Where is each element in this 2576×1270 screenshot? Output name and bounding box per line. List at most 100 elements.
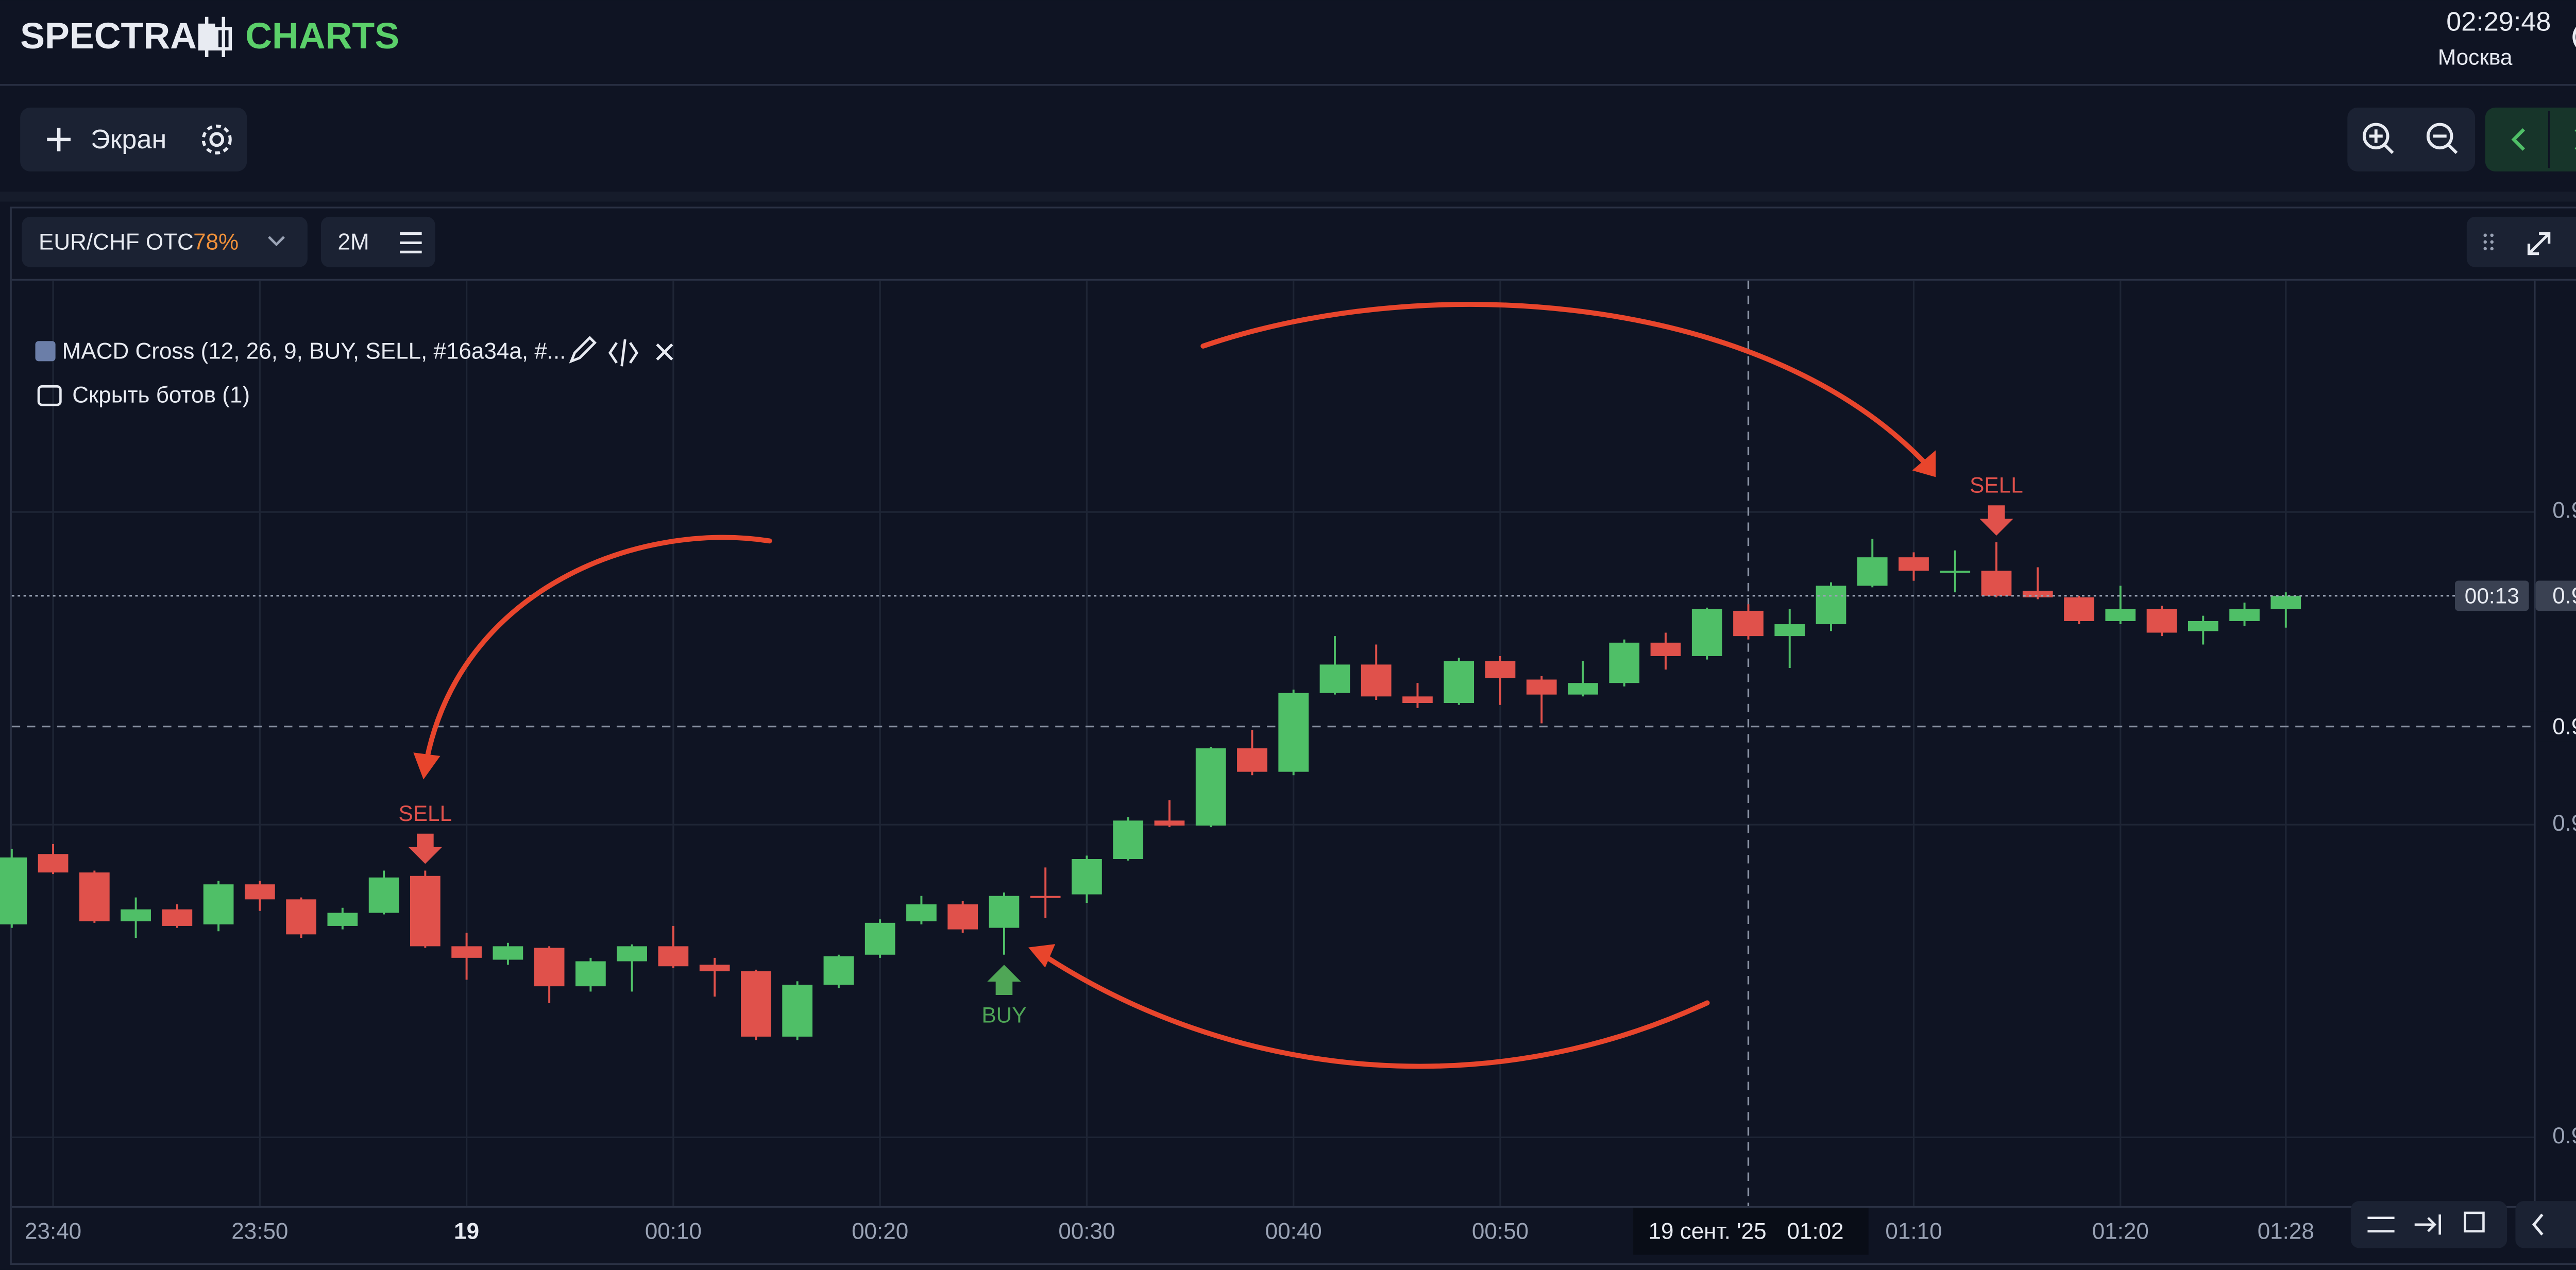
add-screen-button[interactable]: Экран bbox=[47, 125, 166, 155]
signal-arrow bbox=[408, 833, 442, 864]
toolbar: Экран bbox=[20, 107, 2576, 171]
annotation-arrowheads bbox=[413, 450, 1936, 968]
candle-body bbox=[1237, 748, 1267, 772]
zoom-group bbox=[2347, 107, 2476, 171]
candle-body bbox=[906, 904, 937, 921]
candle-body bbox=[658, 946, 689, 967]
timeframe[interactable]: 2M bbox=[338, 230, 369, 255]
symbol-dropdown[interactable] bbox=[268, 236, 285, 247]
candle-body bbox=[2270, 595, 2301, 609]
indicators-menu[interactable] bbox=[400, 232, 422, 253]
candle-body bbox=[823, 956, 854, 985]
toolbar-separator bbox=[0, 191, 2576, 202]
remove-indicator[interactable] bbox=[656, 343, 673, 361]
candle-body bbox=[1278, 693, 1309, 772]
scroll-left-button[interactable] bbox=[2532, 1213, 2544, 1236]
crosshair-price-box bbox=[2535, 711, 2576, 742]
bots-icon[interactable] bbox=[37, 385, 62, 406]
candle-body bbox=[947, 904, 978, 930]
candle-body bbox=[121, 909, 151, 921]
candle-body bbox=[782, 985, 813, 1037]
candle-body bbox=[1857, 557, 1888, 586]
x-tick-label: 01:10 bbox=[1885, 1219, 1942, 1244]
signal-label: BUY bbox=[981, 1003, 1026, 1027]
candle-body bbox=[1402, 696, 1433, 703]
candle-body bbox=[244, 884, 275, 900]
add-screen-label[interactable]: Экран bbox=[91, 125, 166, 155]
add-screen-group bbox=[20, 107, 247, 171]
crosshair-price: 0.94 bbox=[2552, 714, 2576, 739]
price-label: 0.95 bbox=[2552, 583, 2576, 609]
candle-body bbox=[2064, 597, 2094, 621]
candle-body bbox=[1899, 557, 1929, 571]
indicator-legend: MACD Cross (12, 26, 9, BUY, SELL, #16a34… bbox=[35, 336, 673, 407]
zoom-in-button[interactable] bbox=[2362, 123, 2394, 155]
candle-body bbox=[2105, 609, 2136, 621]
logo-right: CHARTS bbox=[245, 15, 399, 57]
countdown: 00:13 bbox=[2465, 583, 2519, 608]
x-tick-label: 19 bbox=[454, 1219, 479, 1244]
x-tick-label: 00:40 bbox=[1265, 1219, 1322, 1244]
candle-body bbox=[741, 971, 771, 1037]
settings-button[interactable] bbox=[201, 124, 232, 155]
countdown-box bbox=[2455, 580, 2529, 611]
candle-body bbox=[1733, 610, 1764, 637]
y-tick-label: 0.94 bbox=[2552, 811, 2576, 836]
timeframe-selector[interactable] bbox=[320, 216, 435, 267]
copy-button[interactable] bbox=[2464, 1211, 2485, 1233]
plot-area: 23:40 23:50 19 00:10 00:20 00:30 00:40 00:50 01:… bbox=[0, 280, 2576, 1255]
code-indicator[interactable] bbox=[608, 339, 639, 367]
candle-body bbox=[699, 965, 730, 971]
fullscreen-button[interactable] bbox=[2527, 232, 2551, 255]
chart-settings-button[interactable] bbox=[2367, 1216, 2395, 1233]
panel-header: EUR/CHF OTC 78% 2M bbox=[22, 216, 2576, 267]
candle-body bbox=[0, 857, 27, 924]
candle-body bbox=[1981, 571, 2012, 596]
chart-controls bbox=[2350, 1201, 2576, 1248]
candle-body bbox=[286, 899, 316, 935]
scroll-to-end-button[interactable] bbox=[2414, 1214, 2441, 1235]
clock: 02:29:48 bbox=[2446, 7, 2551, 37]
symbol-selector[interactable] bbox=[22, 216, 308, 267]
hide-bots[interactable]: Скрыть ботов (1) bbox=[72, 382, 250, 407]
logo-left: SPECTRA bbox=[20, 15, 197, 57]
candle-body bbox=[2146, 609, 2177, 633]
arrowhead bbox=[1912, 450, 1936, 477]
drag-handle[interactable] bbox=[2483, 233, 2494, 251]
candle-body bbox=[368, 877, 399, 913]
candle-body bbox=[1940, 571, 1971, 573]
crosshair-time: 01:02 bbox=[1787, 1219, 1844, 1244]
x-tick-label: 00:10 bbox=[645, 1219, 702, 1244]
arrowhead bbox=[413, 752, 440, 780]
symbol[interactable]: EUR/CHF OTC bbox=[39, 230, 194, 255]
edit-indicator[interactable] bbox=[569, 336, 597, 364]
y-tick-label: 0.95 bbox=[2552, 498, 2576, 523]
candle-body bbox=[1485, 661, 1516, 678]
candle-body bbox=[1609, 642, 1640, 683]
nav-prev-button[interactable] bbox=[2511, 128, 2526, 151]
candle-body bbox=[38, 854, 69, 873]
annotation-arrows bbox=[424, 302, 1928, 1069]
candle-body bbox=[410, 876, 440, 947]
x-tick-label: 00:50 bbox=[1472, 1219, 1529, 1244]
signal-arrow bbox=[1979, 505, 2013, 536]
annotation-arrow bbox=[1200, 302, 1928, 467]
indicator-icon bbox=[35, 341, 56, 362]
y-tick-label: 0.93 bbox=[2552, 1123, 2576, 1148]
candle-body bbox=[1774, 624, 1805, 637]
candle-body bbox=[575, 961, 606, 987]
annotation-arrow bbox=[424, 535, 772, 762]
x-tick-label: 01:20 bbox=[2092, 1219, 2149, 1244]
signal-arrow bbox=[987, 965, 1021, 996]
candle-body bbox=[451, 946, 482, 958]
candle-body bbox=[327, 913, 358, 926]
candle-body bbox=[2229, 609, 2260, 621]
arrowhead bbox=[1028, 944, 1056, 968]
payout[interactable]: 78% bbox=[193, 230, 239, 255]
zoom-out-button[interactable] bbox=[2426, 123, 2458, 155]
candle-body bbox=[1113, 820, 1144, 859]
candle-body bbox=[1568, 683, 1598, 695]
x-tick-label: 01:28 bbox=[2258, 1219, 2314, 1244]
nav-group bbox=[2485, 107, 2576, 171]
